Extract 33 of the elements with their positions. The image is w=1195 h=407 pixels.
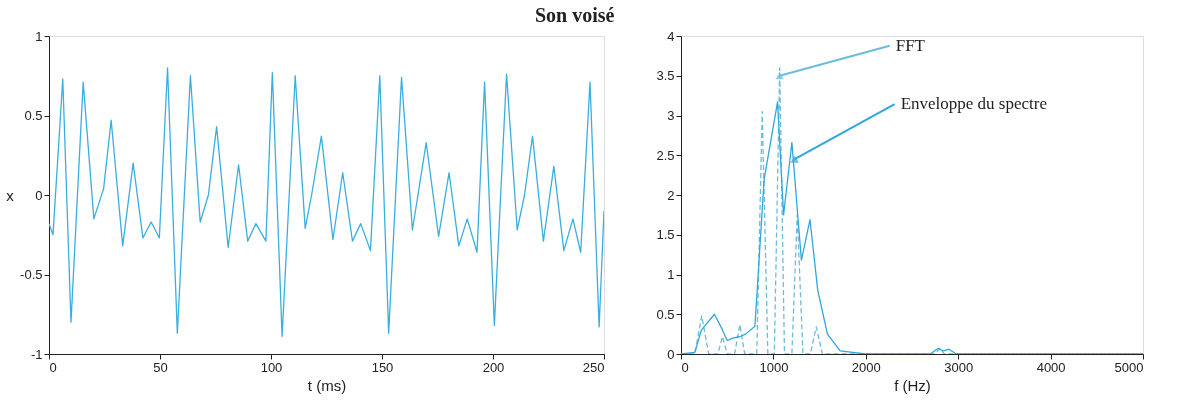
x-axis-title: f (Hz): [894, 376, 931, 394]
y-tick-label: -1: [30, 346, 43, 362]
x-tick-label: 150: [371, 359, 394, 375]
y-tick-label: 0.5: [24, 108, 43, 123]
y-tick-label: 1.5: [656, 227, 675, 243]
x-tick-label: 250: [582, 359, 605, 375]
y-tick-label: -0.5: [20, 267, 43, 282]
y-axis-title: x: [6, 186, 15, 204]
x-tick-label: 0: [681, 359, 689, 375]
y-tick-label: 0.5: [656, 306, 675, 322]
x-tick-label: 5000: [1114, 359, 1144, 375]
annotation: Enveloppe du spectre: [900, 94, 1047, 114]
annotation: FFT: [895, 35, 926, 55]
y-tick-label: 1: [35, 28, 43, 44]
x-tick-label: 1000: [759, 359, 789, 375]
y-tick-label: 3: [667, 108, 675, 123]
x-tick-label: 0: [49, 359, 57, 375]
x-tick-label: 100: [260, 359, 283, 375]
y-tick-label: 0: [35, 187, 43, 203]
x-tick-label: 50: [153, 359, 168, 375]
y-tick-label: 1: [667, 267, 675, 282]
x-tick-label: 2000: [851, 359, 881, 375]
y-tick-label: 0: [667, 346, 675, 362]
y-tick-label: 3.5: [656, 68, 675, 84]
x-tick-label: 200: [482, 359, 505, 375]
line-series: [49, 67, 604, 338]
x-tick-label: 3000: [944, 359, 974, 375]
chart-title: Son voisé: [534, 3, 615, 26]
x-tick-label: 4000: [1036, 359, 1066, 375]
x-axis-title: t (ms): [307, 376, 347, 394]
y-tick-label: 4: [667, 28, 675, 44]
y-tick-label: 2.5: [656, 147, 675, 163]
y-tick-label: 2: [667, 187, 675, 203]
